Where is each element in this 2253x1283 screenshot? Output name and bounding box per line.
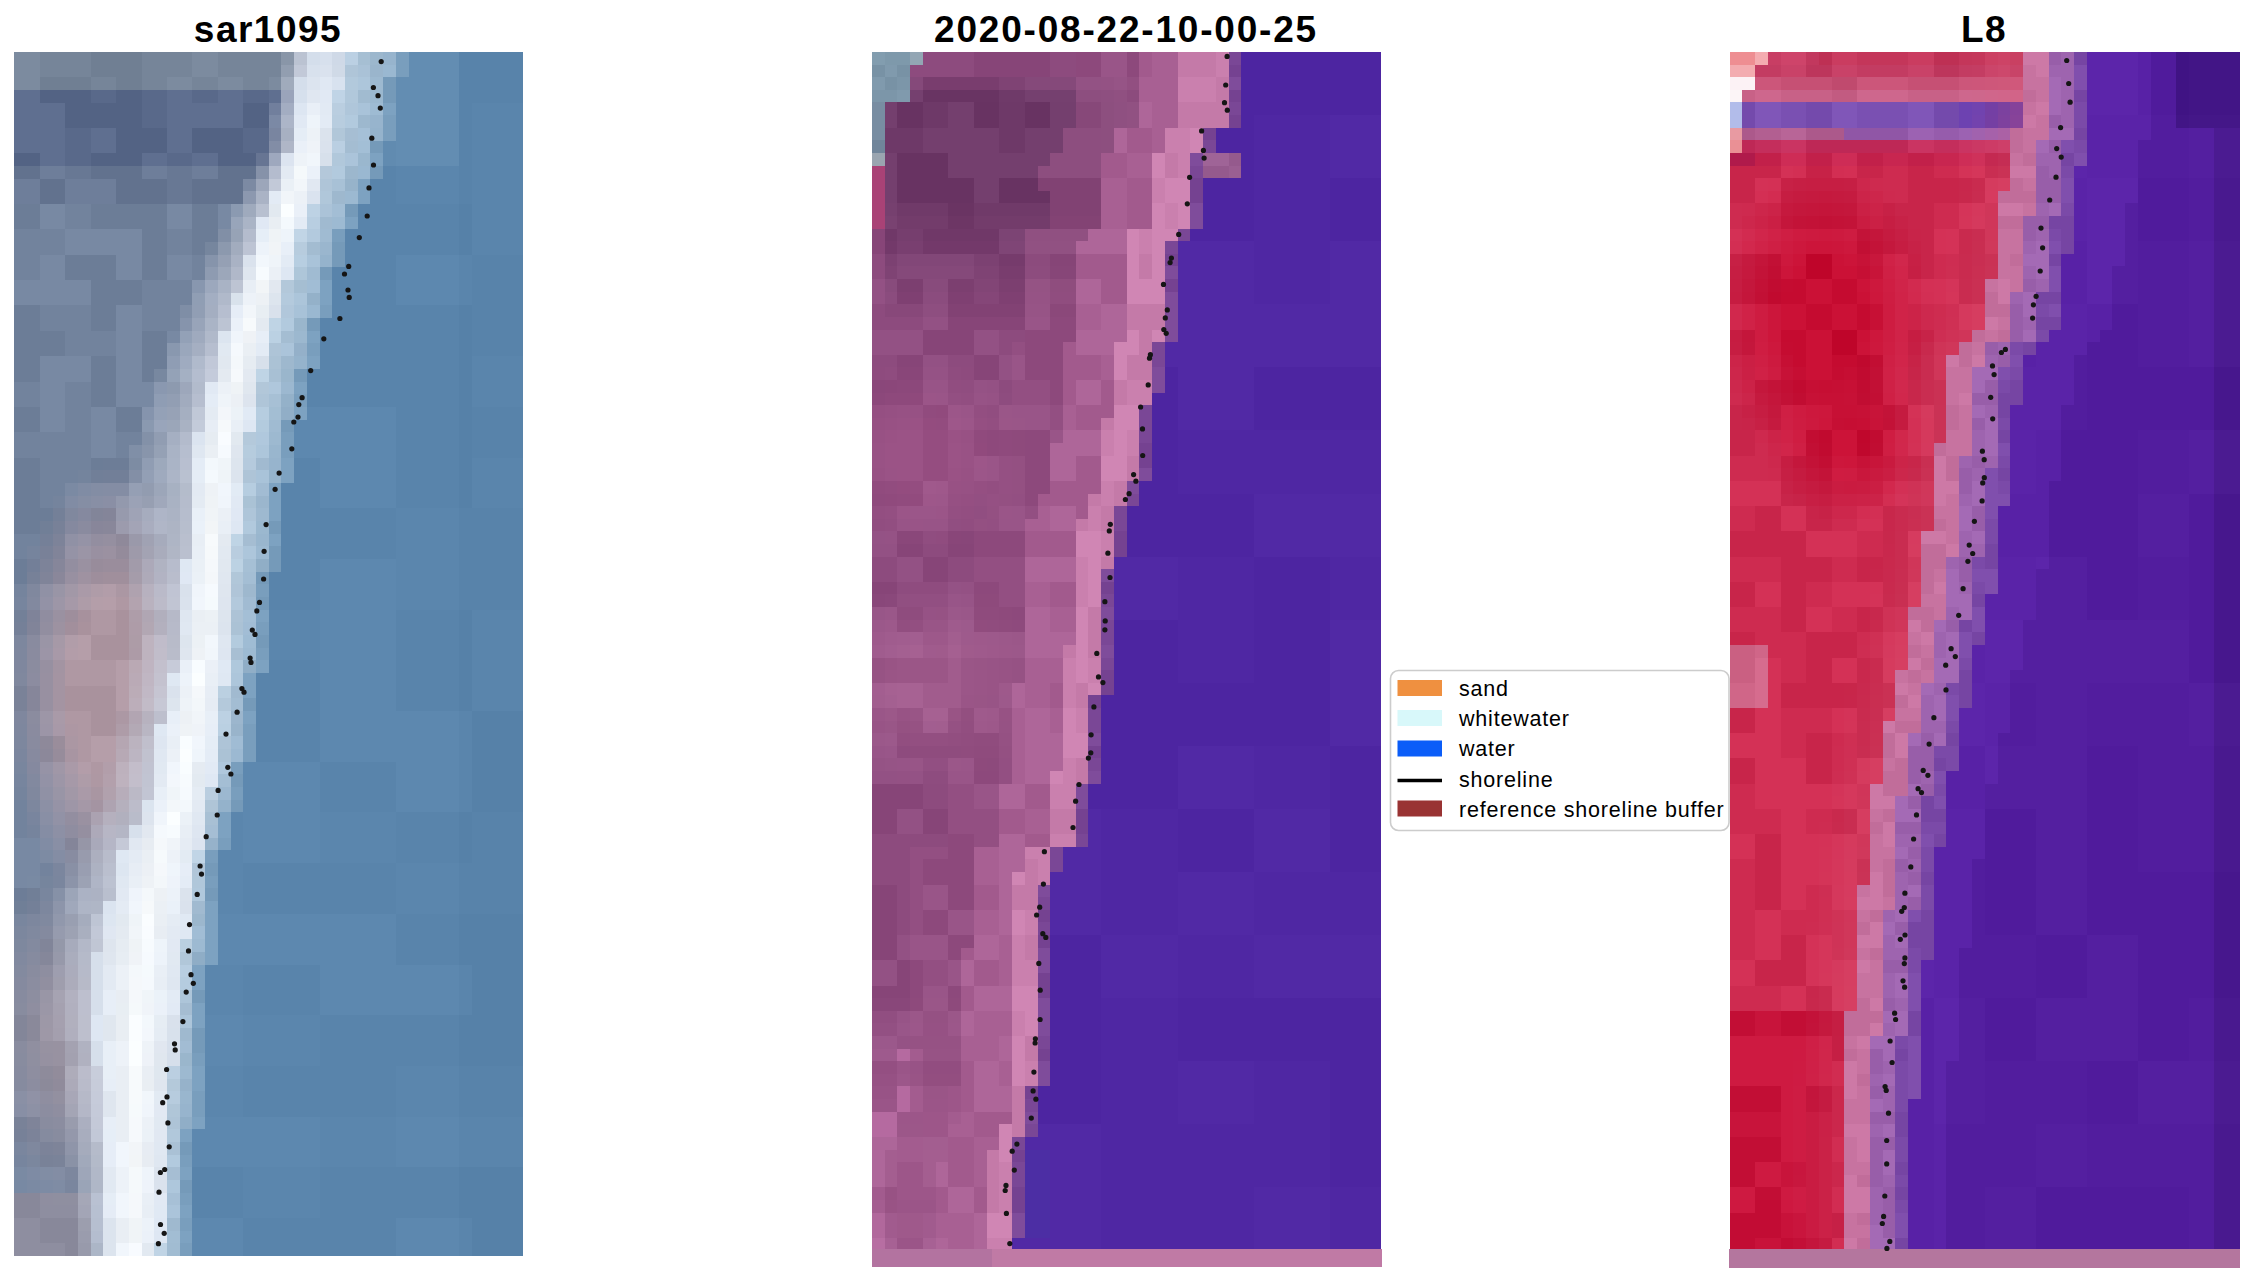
svg-text:sand: sand bbox=[1459, 677, 1509, 701]
svg-text:2020-08-22-10-00-25: 2020-08-22-10-00-25 bbox=[934, 9, 1318, 50]
svg-text:water: water bbox=[1458, 737, 1516, 761]
svg-text:shoreline: shoreline bbox=[1459, 768, 1553, 792]
svg-text:reference shoreline buffer: reference shoreline buffer bbox=[1459, 798, 1724, 822]
svg-text:sar1095: sar1095 bbox=[194, 9, 342, 50]
svg-text:L8: L8 bbox=[1961, 9, 2007, 50]
svg-text:whitewater: whitewater bbox=[1458, 707, 1570, 731]
